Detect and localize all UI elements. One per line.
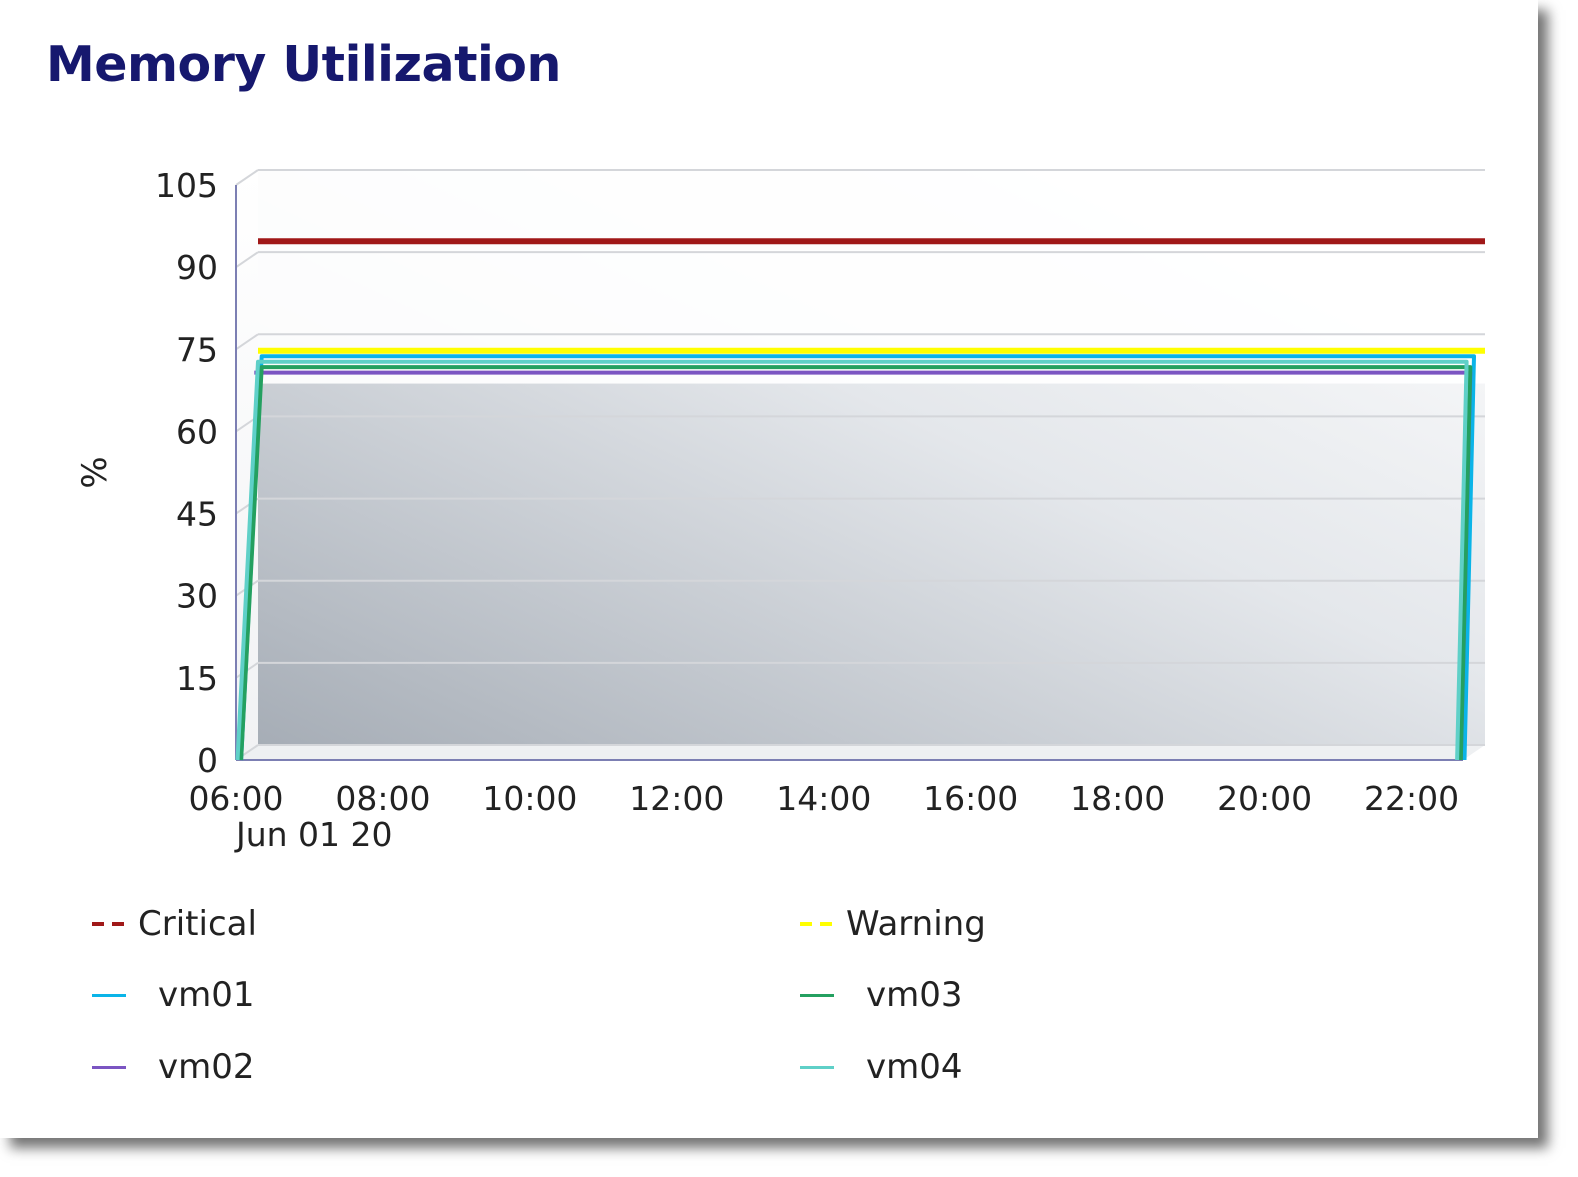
x-tick-label: 12:00 [629, 779, 724, 818]
legend-label: vm04 [866, 1047, 963, 1087]
y-tick-label: 15 [176, 659, 218, 698]
y-tick-label: 60 [176, 412, 218, 451]
chart-title: Memory Utilization [46, 36, 561, 93]
x-tick-label: 20:00 [1217, 779, 1312, 818]
legend-swatch [800, 1066, 834, 1069]
memory-utilization-chart: 0 15 30 45 60 75 90 105% 06:00 08:00 10:00 12:00 14:… [75, 166, 1485, 854]
gridline-depth [235, 251, 259, 268]
y-tick-label: 105 [155, 166, 218, 205]
x-tick-label: 06:00 [188, 779, 283, 818]
legend-swatch [92, 994, 126, 997]
legend-label: vm02 [158, 1047, 255, 1087]
y-tick-label: 75 [176, 330, 218, 369]
y-tick-label: 30 [176, 577, 218, 616]
gridline-depth [235, 333, 259, 351]
x-tick-label: 14:00 [776, 779, 871, 818]
x-tick-label: 16:00 [923, 779, 1018, 818]
y-axis-label: % [75, 456, 115, 488]
x-tick-label: 22:00 [1364, 779, 1459, 818]
legend-swatch [92, 1066, 126, 1069]
x-tick-label: 08:00 [335, 779, 430, 818]
legend-label: vm01 [158, 975, 255, 1015]
gridline-depth [235, 169, 259, 186]
x-tick-label: 18:00 [1070, 779, 1165, 818]
legend-swatch [800, 994, 834, 997]
legend-label: vm03 [866, 975, 963, 1015]
legend-label: Critical [138, 904, 257, 944]
legend-swatch [92, 922, 126, 926]
y-tick-label: 0 [197, 741, 218, 780]
chart-card: Memory Utilization 0 15 30 45 60 75 90 105% 06:0… [46, 36, 1485, 1087]
series-line-vm04 [235, 359, 1469, 761]
y-tick-label: 45 [176, 495, 218, 534]
legend-label: Warning [846, 904, 986, 944]
plot-left-wall [236, 170, 258, 760]
y-tick-label: 90 [176, 248, 218, 287]
legend-swatch [800, 922, 834, 926]
x-tick-label: 10:00 [482, 779, 577, 818]
series-line-vm03 [239, 365, 1473, 761]
plot-floor [236, 745, 1485, 760]
x-date-label: Jun 01 20 [234, 815, 393, 854]
